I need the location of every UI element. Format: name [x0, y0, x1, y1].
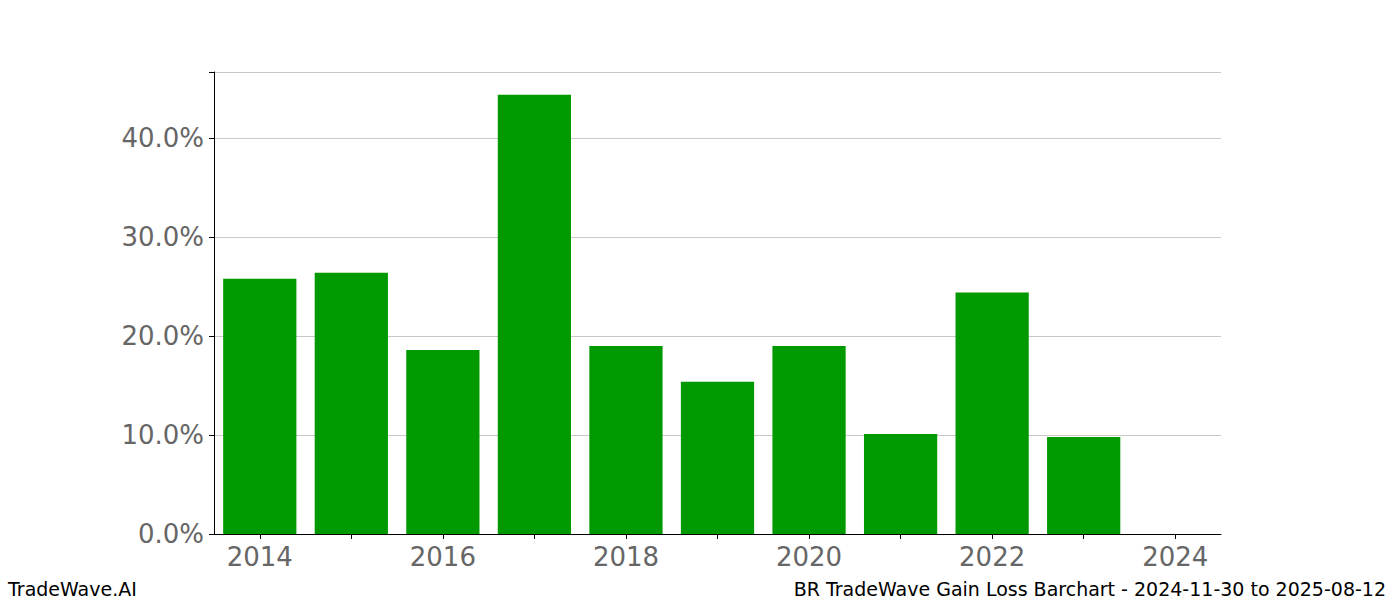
- svg-text:2024: 2024: [1142, 542, 1208, 572]
- svg-text:20.0%: 20.0%: [121, 321, 204, 351]
- svg-text:2018: 2018: [593, 542, 659, 572]
- svg-text:2020: 2020: [776, 542, 842, 572]
- svg-text:2016: 2016: [410, 542, 476, 572]
- svg-text:0.0%: 0.0%: [138, 519, 204, 549]
- svg-text:2014: 2014: [227, 542, 293, 572]
- svg-text:10.0%: 10.0%: [121, 420, 204, 450]
- svg-text:BR TradeWave Gain Loss Barchar: BR TradeWave Gain Loss Barchart - 2024-1…: [794, 578, 1386, 600]
- svg-text:40.0%: 40.0%: [121, 123, 204, 153]
- svg-text:30.0%: 30.0%: [121, 222, 204, 252]
- svg-text:2022: 2022: [959, 542, 1025, 572]
- svg-text:TradeWave.AI: TradeWave.AI: [7, 578, 137, 600]
